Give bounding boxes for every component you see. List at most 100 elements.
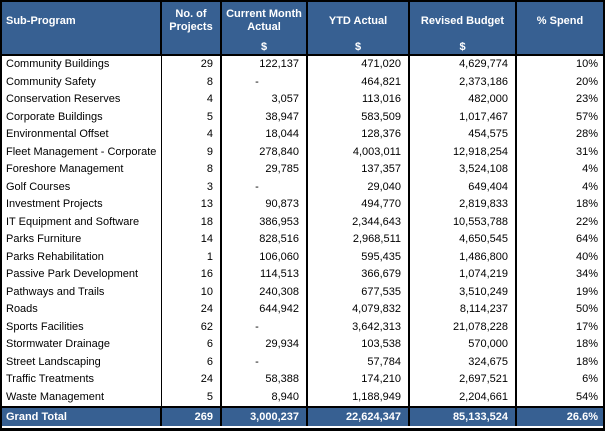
sub-program-name-cell: Corporate Buildings — [2, 108, 162, 126]
sub-program-name-cell: Sports Facilities — [2, 318, 162, 336]
ytd-actual-cell: 2,344,643 — [308, 213, 410, 231]
revised-budget-cell: 1,074,219 — [410, 266, 517, 284]
revised-budget-cell: 324,675 — [410, 353, 517, 371]
projects-count-cell: 10 — [162, 283, 222, 301]
ytd-actual-cell: 471,020 — [308, 56, 410, 74]
current-month-actual-cell: 240,308 — [222, 283, 308, 301]
projects-count-cell: 4 — [162, 91, 222, 109]
grand-total-label: Grand Total — [2, 408, 162, 426]
grand-total-current-month: 3,000,237 — [222, 408, 308, 426]
pct-spend-cell: 19% — [575, 285, 598, 298]
pct-spend-cell: 64% — [575, 233, 598, 245]
sub-program-name-cell: Community Buildings — [2, 56, 162, 74]
column-header-revised-budget: Revised Budget $ — [410, 2, 517, 56]
column-header-label: No. of Projects — [169, 8, 213, 33]
current-month-actual-cell: 90,873 — [222, 196, 308, 214]
column-header-dollar — [2, 40, 160, 56]
revised-budget-cell: 2,204,661 — [410, 388, 517, 406]
sub-program-name-cell: IT Equipment and Software — [2, 213, 162, 231]
table-row: Golf Courses 3 - 29,040 649,404 4% — [2, 178, 603, 196]
pct-spend-cell: 6% — [582, 373, 598, 385]
revised-budget-cell: 2,373,186 — [410, 73, 517, 91]
table-row: Corporate Buildings 5 38,947 583,509 1,0… — [2, 108, 603, 126]
table-row: Community Buildings 29 122,137 471,020 4… — [2, 56, 603, 74]
revised-budget-cell: 4,650,545 — [410, 231, 517, 249]
sub-program-name-cell: Community Safety — [2, 73, 162, 91]
pct-spend-cell: 40% — [575, 250, 598, 263]
revised-budget-cell: 12,918,254 — [410, 143, 517, 161]
grand-total-revised-budget: 85,133,524 — [410, 408, 517, 426]
sub-program-name-cell: Fleet Management - Corporate — [2, 143, 162, 161]
table-row: Roads 24 644,942 4,079,832 8,114,237 50% — [2, 301, 603, 319]
ytd-actual-cell: 29,040 — [308, 178, 410, 196]
current-month-actual-cell: 29,785 — [222, 161, 308, 179]
projects-count-cell: 16 — [162, 266, 222, 284]
revised-budget-cell: 454,575 — [410, 126, 517, 144]
current-month-actual-cell: 58,388 — [222, 371, 308, 389]
ytd-actual-cell: 4,003,011 — [308, 143, 410, 161]
current-month-actual-cell: 29,934 — [222, 336, 308, 354]
ytd-actual-cell: 137,357 — [308, 161, 410, 179]
sub-program-name-cell: Environmental Offset — [2, 126, 162, 144]
sub-program-name-cell: Pathways and Trails — [2, 283, 162, 301]
grand-total-projects: 269 — [162, 408, 222, 426]
sub-program-name-cell: Golf Courses — [2, 178, 162, 196]
column-header-sub-program: Sub-Program — [2, 2, 162, 56]
revised-budget-cell: 1,486,800 — [410, 248, 517, 266]
pct-spend-cell: 23% — [575, 93, 598, 105]
revised-budget-cell: 2,697,521 — [410, 371, 517, 389]
ytd-actual-cell: 677,535 — [308, 283, 410, 301]
table-row: Investment Projects 13 90,873 494,770 2,… — [2, 196, 603, 214]
pct-spend-cell: 20% — [575, 75, 598, 88]
current-month-actual-cell: 122,137 — [222, 56, 308, 74]
projects-count-cell: 24 — [162, 371, 222, 389]
revised-budget-cell: 10,553,788 — [410, 213, 517, 231]
projects-count-cell: 13 — [162, 196, 222, 214]
ytd-actual-cell: 595,435 — [308, 248, 410, 266]
column-header-current-month-actual: Current Month Actual $ — [222, 2, 308, 56]
column-header-ytd-actual: YTD Actual $ — [308, 2, 410, 56]
current-month-actual-cell: 3,057 — [222, 91, 308, 109]
column-header-dollar: $ — [459, 41, 466, 53]
ytd-actual-cell: 57,784 — [308, 353, 410, 371]
current-month-actual-cell: - — [222, 318, 308, 336]
ytd-actual-cell: 103,538 — [308, 336, 410, 354]
projects-count-cell: 1 — [162, 248, 222, 266]
current-month-actual-cell: 106,060 — [222, 248, 308, 266]
pct-spend-cell: 18% — [575, 198, 598, 210]
column-header-label: Sub-Program — [6, 14, 76, 27]
pct-spend-cell: 4% — [582, 180, 598, 193]
projects-count-cell: 3 — [162, 178, 222, 196]
sub-program-name-cell: Parks Furniture — [2, 231, 162, 249]
table-row: Sports Facilities 62 - 3,642,313 21,078,… — [2, 318, 603, 336]
ytd-actual-cell: 1,188,949 — [308, 388, 410, 406]
column-header-dollar: $ — [260, 41, 268, 53]
table-row: Fleet Management - Corporate 9 278,840 4… — [2, 143, 603, 161]
current-month-actual-cell: - — [222, 178, 308, 196]
current-month-actual-cell: 18,044 — [222, 126, 308, 144]
revised-budget-cell: 1,017,467 — [410, 108, 517, 126]
ytd-actual-cell: 2,968,511 — [308, 231, 410, 249]
pct-spend-cell: 4% — [582, 163, 598, 175]
projects-count-cell: 14 — [162, 231, 222, 249]
projects-count-cell: 5 — [162, 388, 222, 406]
sub-program-name-cell: Traffic Treatments — [2, 371, 162, 389]
revised-budget-cell: 8,114,237 — [410, 301, 517, 319]
revised-budget-cell: 570,000 — [410, 336, 517, 354]
revised-budget-cell: 3,510,249 — [410, 283, 517, 301]
ytd-actual-cell: 464,821 — [308, 73, 410, 91]
table-row: Street Landscaping 6 - 57,784 324,675 18… — [2, 353, 603, 371]
table-row: Pathways and Trails 10 240,308 677,535 3… — [2, 283, 603, 301]
grand-total-pct-spend: 26.6% — [566, 411, 598, 423]
pct-spend-cell: 54% — [575, 390, 598, 403]
pct-spend-cell: 34% — [575, 268, 598, 280]
projects-count-cell: 4 — [162, 126, 222, 144]
current-month-actual-cell: - — [222, 353, 308, 371]
sub-program-name-cell: Passive Park Development — [2, 266, 162, 284]
sub-program-name-cell: Waste Management — [2, 388, 162, 406]
sub-program-name-cell: Street Landscaping — [2, 353, 162, 371]
ytd-actual-cell: 174,210 — [308, 371, 410, 389]
current-month-actual-cell: - — [222, 73, 308, 91]
table-row: Stormwater Drainage 6 29,934 103,538 570… — [2, 336, 603, 354]
